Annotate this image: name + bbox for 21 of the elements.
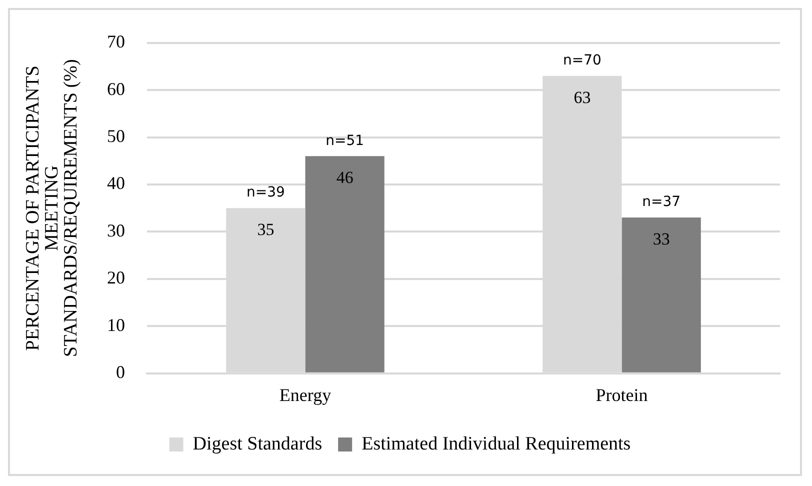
data-label: 33 [652, 230, 670, 249]
annotation: n=39 [246, 184, 285, 201]
y-axis-title: PERCENTAGE OF PARTICIPANTS MEETING STANDARDS/REQUIREMENTS (%) [22, 59, 82, 357]
legend-label: Digest Standards [192, 433, 322, 454]
y-tick-label: 20 [107, 268, 125, 288]
y-tick-label: 60 [107, 78, 125, 99]
legend-label: Estimated Individual Requirements [362, 433, 631, 454]
y-tick-label: 70 [107, 32, 125, 52]
annotation: n=70 [562, 52, 602, 68]
x-tick-label: Energy [279, 384, 332, 405]
y-tick-label: 30 [107, 220, 125, 240]
y-tick-label: 50 [107, 126, 125, 146]
data-label: 63 [574, 88, 591, 107]
data-label: 35 [257, 220, 274, 240]
y-tick-label: 10 [107, 314, 125, 335]
y-tick-label: 0 [116, 362, 125, 382]
data-label: 46 [336, 168, 354, 188]
x-tick-label: Protein [596, 384, 648, 405]
annotation: n=51 [326, 132, 364, 149]
y-tick-label: 40 [107, 173, 125, 194]
annotation: n=37 [642, 194, 681, 210]
